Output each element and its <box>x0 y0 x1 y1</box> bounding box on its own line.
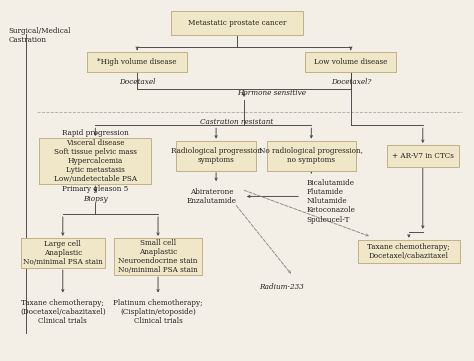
FancyBboxPatch shape <box>357 240 460 263</box>
Text: Bicalutamide
Flutamide
Nilutamide
Ketoconazole
Spuleucel-T: Bicalutamide Flutamide Nilutamide Ketoco… <box>307 179 356 223</box>
Text: Docetaxel?: Docetaxel? <box>331 78 371 86</box>
Text: Large cell
Anaplastic
No/minimal PSA stain: Large cell Anaplastic No/minimal PSA sta… <box>23 240 103 266</box>
FancyBboxPatch shape <box>387 145 458 166</box>
Text: Platinum chemotherapy;
(Cisplatin/etoposide)
Clinical trials: Platinum chemotherapy; (Cisplatin/etopos… <box>113 299 203 325</box>
FancyBboxPatch shape <box>176 140 256 171</box>
Text: Abiraterone
Enzalutamide: Abiraterone Enzalutamide <box>186 188 237 205</box>
Text: Taxane chemotherapy;
(Docetaxel/cabazitaxel)
Clinical trials: Taxane chemotherapy; (Docetaxel/cabazita… <box>20 299 106 325</box>
FancyBboxPatch shape <box>21 238 105 268</box>
Text: + AR-V7 in CTCs: + AR-V7 in CTCs <box>392 152 454 160</box>
FancyBboxPatch shape <box>87 52 187 72</box>
Text: Rapid progression
Visceral disease
Soft tissue pelvic mass
Hypercalcemia
Lytic m: Rapid progression Visceral disease Soft … <box>54 130 137 193</box>
Text: Taxane chemotherapy;
Docetaxel/cabazitaxel: Taxane chemotherapy; Docetaxel/cabazitax… <box>367 243 450 260</box>
Text: Small cell
Anaplastic
Neuroendocrine stain
No/minimal PSA stain: Small cell Anaplastic Neuroendocrine sta… <box>118 239 198 274</box>
Text: Docetaxel: Docetaxel <box>119 78 155 86</box>
FancyBboxPatch shape <box>39 138 151 184</box>
Text: No radiological progression,
no symptoms: No radiological progression, no symptoms <box>259 147 363 164</box>
FancyBboxPatch shape <box>267 140 356 171</box>
Text: Hormone sensitive: Hormone sensitive <box>237 89 306 97</box>
Text: Surgical/Medical
Castration: Surgical/Medical Castration <box>9 27 71 44</box>
Text: Metastatic prostate cancer: Metastatic prostate cancer <box>188 19 286 27</box>
Text: *High volume disease: *High volume disease <box>97 58 177 66</box>
Text: Biopsy: Biopsy <box>83 195 108 203</box>
FancyBboxPatch shape <box>171 12 303 35</box>
Text: Radium-233: Radium-233 <box>259 283 303 291</box>
FancyBboxPatch shape <box>305 52 396 72</box>
FancyBboxPatch shape <box>114 238 202 275</box>
Text: Radiological progression
symptoms: Radiological progression symptoms <box>171 147 262 164</box>
Text: Low volume disease: Low volume disease <box>314 58 387 66</box>
Text: Castration resistant: Castration resistant <box>201 118 273 126</box>
